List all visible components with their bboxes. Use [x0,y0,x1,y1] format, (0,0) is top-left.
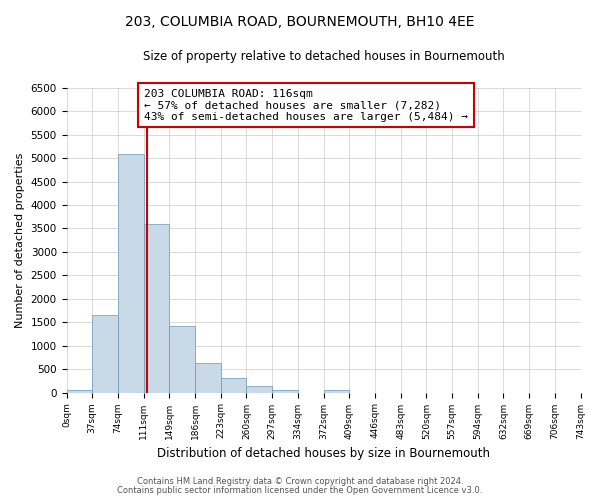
Bar [143,224,169,392]
Text: Contains HM Land Registry data © Crown copyright and database right 2024.: Contains HM Land Registry data © Crown c… [137,477,463,486]
Bar [92,315,118,392]
Bar [67,390,92,392]
Bar [221,378,247,392]
Bar [169,326,195,392]
Title: Size of property relative to detached houses in Bournemouth: Size of property relative to detached ho… [143,50,505,63]
Text: 203, COLUMBIA ROAD, BOURNEMOUTH, BH10 4EE: 203, COLUMBIA ROAD, BOURNEMOUTH, BH10 4E… [125,15,475,29]
Bar [323,390,349,392]
Bar [272,390,298,392]
Bar [247,386,272,392]
Text: Contains public sector information licensed under the Open Government Licence v3: Contains public sector information licen… [118,486,482,495]
X-axis label: Distribution of detached houses by size in Bournemouth: Distribution of detached houses by size … [157,447,490,460]
Y-axis label: Number of detached properties: Number of detached properties [15,152,25,328]
Bar [118,154,143,392]
Text: 203 COLUMBIA ROAD: 116sqm
← 57% of detached houses are smaller (7,282)
43% of se: 203 COLUMBIA ROAD: 116sqm ← 57% of detac… [144,88,468,122]
Bar [195,364,221,392]
